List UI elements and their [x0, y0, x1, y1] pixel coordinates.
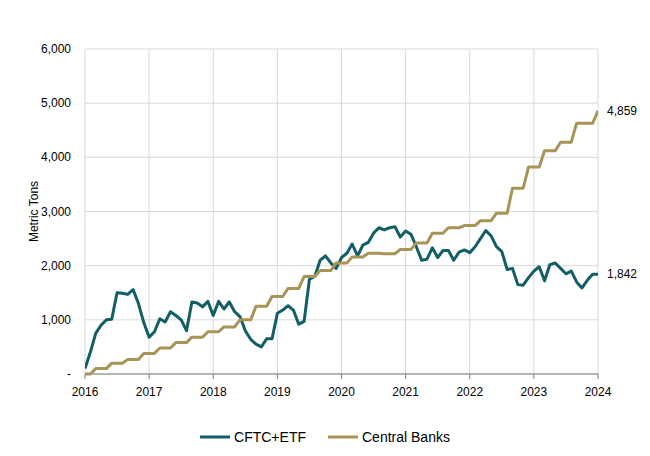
x-tick-label: 2020: [328, 385, 355, 399]
y-axis-label: Metric Tons: [27, 181, 41, 242]
x-tick: [405, 374, 406, 379]
x-tick-label: 2017: [136, 385, 163, 399]
x-axis: [85, 374, 598, 375]
y-grid: [85, 374, 598, 375]
series-line: [85, 111, 598, 374]
x-grid: [277, 49, 278, 374]
data-label: 4,859: [607, 104, 637, 118]
x-tick-label: 2021: [392, 385, 419, 399]
y-tick-label: 1,000: [41, 313, 71, 327]
x-grid: [598, 49, 599, 374]
legend-swatch: [200, 436, 230, 439]
y-tick-label: 4,000: [41, 150, 71, 164]
labels: 1,842 4,859: [607, 104, 637, 281]
x-tick-label: 2022: [456, 385, 483, 399]
x-tick: [533, 374, 534, 379]
x-tick-label: 2024: [585, 385, 612, 399]
chart: - 1,000 2,000 3,000 4,000 5,000 6,000 2016 2017 2…: [0, 0, 650, 456]
plot-area: [85, 111, 598, 374]
x-grid: [469, 49, 470, 374]
x-grid: [149, 49, 150, 374]
x-tick: [277, 374, 278, 379]
x-tick: [213, 374, 214, 379]
y-tick-label: 3,000: [41, 205, 71, 219]
x-tick: [341, 374, 342, 379]
x-tick-label: 2023: [521, 385, 548, 399]
x-grid: [533, 49, 534, 374]
y-tick-label: 6,000: [41, 42, 71, 56]
legend: CFTC+ETF Central Banks: [200, 429, 450, 445]
data-label: 1,842: [607, 267, 637, 281]
legend-label: CFTC+ETF: [234, 429, 306, 445]
x-tick-label: 2018: [200, 385, 227, 399]
x-grid: [213, 49, 214, 374]
x-tick-label: 2019: [264, 385, 291, 399]
legend-label: Central Banks: [362, 429, 450, 445]
x-tick: [598, 374, 599, 379]
x-tick-label: 2016: [72, 385, 99, 399]
legend-swatch: [328, 436, 358, 439]
x-tick: [149, 374, 150, 379]
x-tick: [469, 374, 470, 379]
y-tick-label: 5,000: [41, 96, 71, 110]
y-tick-label: 2,000: [41, 259, 71, 273]
x-grid: [341, 49, 342, 374]
x-grid: [85, 49, 86, 374]
x-grid: [405, 49, 406, 374]
y-tick-label: -: [67, 367, 71, 381]
